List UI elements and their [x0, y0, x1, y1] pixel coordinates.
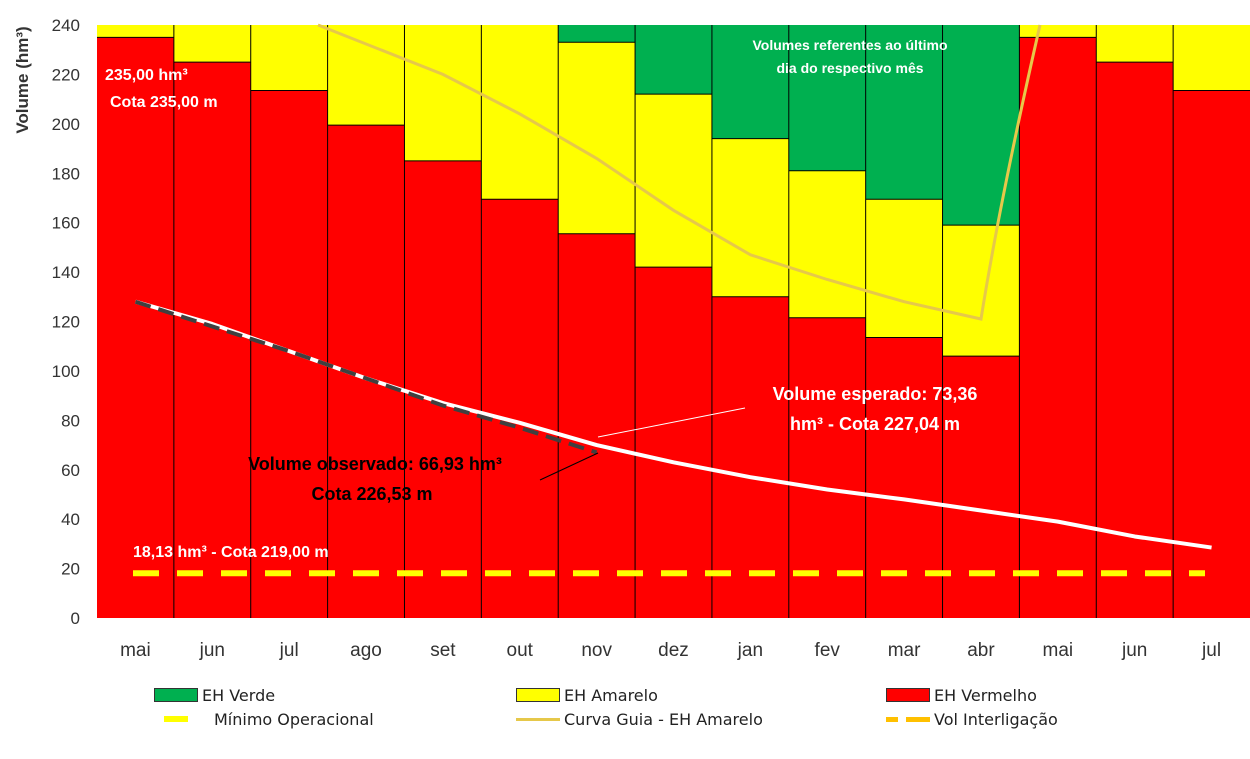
annotation-observado-2: Cota 226,53 m	[311, 484, 432, 504]
band-verde-6	[558, 25, 636, 43]
band-amarelo-2	[250, 25, 328, 91]
band-amarelo-6	[558, 42, 636, 234]
band-vermelho-1	[173, 62, 251, 618]
band-vermelho-7	[635, 267, 712, 618]
annotation-observado-1: Volume observado: 66,93 hm³	[248, 454, 502, 474]
band-vermelho-5	[481, 199, 559, 618]
band-verde-7	[635, 25, 712, 95]
x-tick-label: jun	[199, 640, 225, 661]
y-tick-label: 60	[61, 461, 80, 480]
volume-esperado-line	[134, 299, 1212, 550]
curva-guia-line	[317, 23, 1042, 321]
legend-label-verde: EH Verde	[202, 685, 276, 705]
legend-label-curva: Curva Guia - EH Amarelo	[564, 709, 763, 729]
annotation-esperado-1: Volume esperado: 73,36	[773, 384, 978, 404]
band-amarelo-3	[327, 25, 405, 126]
band-amarelo-13	[1096, 25, 1174, 63]
band-amarelo-1	[173, 25, 251, 63]
band-vermelho-8	[711, 296, 789, 618]
x-tick-label: ago	[350, 640, 382, 661]
band-amarelo-4	[404, 25, 482, 161]
x-tick-label: jan	[737, 640, 763, 661]
band-amarelo-14	[1173, 25, 1250, 91]
y-tick-label: 180	[52, 164, 80, 183]
x-tick-label: abr	[967, 640, 995, 661]
legend-dash-interligacao	[886, 716, 930, 722]
band-verde-8	[711, 25, 789, 139]
band-amarelo-12	[1019, 25, 1097, 38]
legend-item-curva: Curva Guia - EH Amarelo	[516, 708, 763, 730]
legend-line-curva	[516, 717, 560, 721]
y-tick-label: 20	[61, 560, 80, 579]
band-amarelo-7	[635, 94, 712, 268]
legend-label-amarelo: EH Amarelo	[564, 685, 658, 705]
x-tick-label: out	[507, 640, 534, 661]
band-vermelho-14	[1173, 90, 1250, 619]
y-tick-label: 40	[61, 510, 80, 529]
x-tick-label: jun	[1121, 640, 1147, 661]
annotation-volumes-ref-2: dia do respectivo mês	[776, 60, 923, 76]
band-vermelho-3	[327, 125, 405, 618]
band-amarelo-0	[97, 25, 174, 38]
y-tick-label: 220	[52, 65, 80, 84]
x-tick-label: nov	[581, 640, 612, 661]
x-tick-label: jul	[1201, 640, 1221, 661]
band-vermelho-4	[404, 160, 482, 619]
band-amarelo-5	[481, 25, 559, 200]
y-tick-label: 120	[52, 313, 80, 332]
y-axis-title: Volume (hm³)	[13, 26, 32, 133]
legend-swatch-verde	[154, 688, 198, 702]
band-amarelo-11	[942, 225, 1020, 357]
x-tick-label: dez	[658, 640, 689, 661]
legend-item-verde: EH Verde	[154, 684, 275, 706]
legend-item-vermelho: EH Vermelho	[886, 684, 1037, 706]
annotation-volumes-ref-1: Volumes referentes ao último	[752, 37, 947, 53]
y-tick-label: 100	[52, 362, 80, 381]
y-tick-label: 240	[52, 16, 80, 35]
band-vermelho-0	[97, 37, 174, 618]
y-tick-label: 140	[52, 263, 80, 282]
annotation-top-left-1: 235,00 hm³	[105, 67, 188, 84]
band-vermelho-12	[1019, 37, 1097, 618]
band-verde-10	[865, 25, 943, 200]
legend-label-interligacao: Vol Interligação	[934, 709, 1058, 729]
band-amarelo-8	[711, 138, 789, 297]
legend-dash-minimo	[164, 716, 188, 722]
annotation-minimo: 18,13 hm³ - Cota 219,00 m	[133, 544, 329, 561]
y-tick-label: 80	[61, 411, 80, 430]
x-tick-label: mar	[888, 640, 921, 661]
volume-observado-line	[134, 299, 598, 455]
band-vermelho-6	[558, 233, 636, 619]
annotation-observado-leader	[539, 452, 599, 481]
annotation-top-left-2: Cota 235,00 m	[110, 94, 218, 111]
annotation-esperado-leader	[597, 407, 746, 438]
y-tick-label: 0	[71, 609, 80, 628]
volume-chart: 0 20 40 60 80 100 120 140 160 180 200 220 240 Volume …	[13, 16, 1250, 661]
legend-item-interligacao: Vol Interligação	[886, 708, 1058, 730]
x-tick-label: jul	[279, 640, 299, 661]
band-verde-9	[788, 25, 866, 171]
legend-item-minimo: Mínimo Operacional	[164, 708, 374, 730]
x-tick-label: set	[430, 640, 456, 661]
band-vermelho-2	[250, 90, 328, 619]
legend-swatch-vermelho	[886, 688, 930, 702]
band-amarelo-10	[865, 199, 943, 338]
band-verde-11	[942, 25, 1020, 226]
y-tick-label: 200	[52, 115, 80, 134]
x-tick-label: fev	[815, 640, 841, 661]
y-tick-label: 160	[52, 214, 80, 233]
annotation-esperado-2: hm³ - Cota 227,04 m	[790, 414, 960, 434]
band-amarelo-9	[788, 170, 866, 318]
legend: EH Verde EH Amarelo EH Vermelho Mínimo O…	[0, 680, 1250, 740]
legend-label-minimo: Mínimo Operacional	[214, 709, 374, 729]
band-vermelho-9	[788, 317, 866, 618]
x-tick-label: mai	[1043, 640, 1074, 661]
x-tick-label: mai	[120, 640, 151, 661]
band-vermelho-13	[1096, 62, 1174, 618]
legend-item-amarelo: EH Amarelo	[516, 684, 658, 706]
legend-swatch-amarelo	[516, 688, 560, 702]
legend-label-vermelho: EH Vermelho	[934, 685, 1037, 705]
